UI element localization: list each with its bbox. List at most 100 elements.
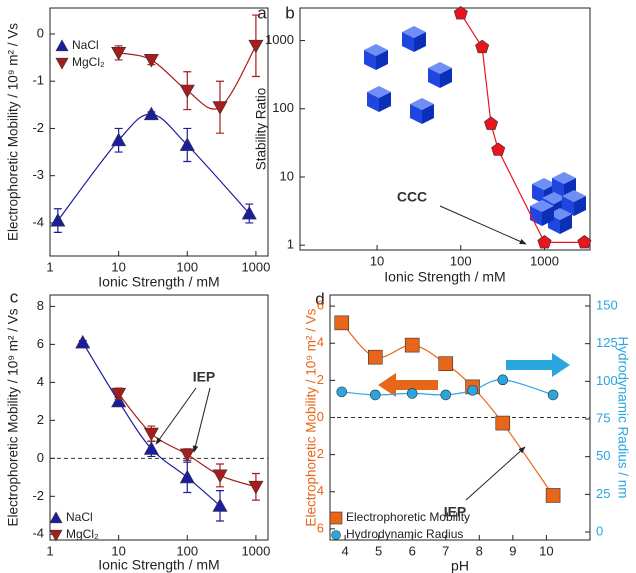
legend-label: NaCl xyxy=(66,510,93,524)
y-tick-label: 6 xyxy=(317,520,324,535)
annotation: IEP xyxy=(444,504,467,520)
y-tick-label: 0 xyxy=(317,409,324,424)
marker xyxy=(404,337,420,353)
marker xyxy=(406,388,418,399)
plot-frame xyxy=(49,7,269,257)
y-tick-label: 2 xyxy=(317,446,324,461)
marker xyxy=(497,374,509,386)
y-axis-label: Electrophoretic Mobility / 10⁹ m² / Vs xyxy=(6,23,21,241)
x-tick-label: 100 xyxy=(176,259,198,274)
y-tick-label: -2 xyxy=(32,120,44,135)
legend-label: MgCl₂ xyxy=(66,527,99,541)
y-tick-label: 4 xyxy=(317,483,324,498)
y-tick-label: 1000 xyxy=(265,32,294,47)
series-line xyxy=(460,13,585,243)
marker xyxy=(75,334,91,349)
y2-axis-label: Hydrodynamic Radius / nm xyxy=(615,336,630,498)
y-tick-label: 8 xyxy=(37,298,44,313)
marker xyxy=(495,415,511,431)
marker xyxy=(453,6,468,20)
marker xyxy=(248,39,264,54)
x-tick-label: 10 xyxy=(539,543,553,558)
marker xyxy=(336,386,348,398)
x-tick-label: 4 xyxy=(341,543,348,558)
y-tick-label: 100 xyxy=(272,100,294,115)
x-tick-label: 9 xyxy=(509,543,516,558)
legend-marker xyxy=(329,511,343,525)
x-tick-label: 100 xyxy=(176,543,198,558)
marker xyxy=(334,315,350,331)
marker xyxy=(438,356,454,371)
y2-tick-label: 125 xyxy=(596,335,618,350)
marker xyxy=(111,132,127,147)
marker xyxy=(491,142,506,156)
legend-marker xyxy=(49,529,63,542)
marker xyxy=(212,101,228,115)
plot-frame xyxy=(299,7,591,251)
y-tick-label: -4 xyxy=(32,526,44,541)
marker xyxy=(467,385,478,396)
y-tick-label: 2 xyxy=(37,412,44,427)
annotation: IEP xyxy=(193,369,216,385)
y-tick-label: 10 xyxy=(280,168,294,183)
direction-arrows xyxy=(378,353,570,397)
y2-tick-label: 0 xyxy=(596,523,603,538)
y-tick-label: 0 xyxy=(37,25,44,40)
marker xyxy=(143,106,159,121)
marker xyxy=(537,234,552,249)
marker xyxy=(440,389,452,401)
legend-label: Hydrodynamic Radius xyxy=(346,527,463,541)
marker xyxy=(179,137,195,151)
annotation: CCC xyxy=(397,189,427,205)
marker xyxy=(179,469,195,484)
marker xyxy=(369,389,381,401)
series-line xyxy=(82,342,221,507)
annotation-arrow xyxy=(439,205,527,245)
y2-tick-label: 50 xyxy=(596,448,610,463)
legend-label: NaCl xyxy=(72,38,99,52)
x-tick-label: 1 xyxy=(46,259,53,274)
marker xyxy=(143,441,159,455)
x-tick-label: 1000 xyxy=(530,253,559,268)
panel-letter: b xyxy=(285,3,294,22)
annotation-arrow xyxy=(465,446,526,501)
marker xyxy=(179,84,195,99)
y-tick-label: 4 xyxy=(317,335,324,350)
x-axis-label: Ionic Strength / mM xyxy=(98,274,219,290)
y-axis-label: Electrophoretic Mobility / 10⁹ m² / Vs xyxy=(304,308,319,526)
legend-marker xyxy=(49,511,63,524)
y2-tick-label: 150 xyxy=(596,297,618,312)
marker xyxy=(212,498,228,512)
marker xyxy=(475,39,490,54)
x-tick-label: 100 xyxy=(450,253,472,268)
x-tick-label: 10 xyxy=(111,259,125,274)
marker xyxy=(577,234,592,249)
x-tick-label: 1000 xyxy=(241,259,270,274)
y-tick-label: -2 xyxy=(32,488,44,503)
y-tick-label: -4 xyxy=(32,214,44,229)
marker xyxy=(50,212,66,227)
x-axis-label: pH xyxy=(451,558,469,573)
marker xyxy=(545,488,561,503)
y2-tick-label: 25 xyxy=(596,486,610,501)
legend-label: MgCl₂ xyxy=(72,55,105,69)
marker xyxy=(212,469,228,484)
plot-frame xyxy=(49,294,269,541)
legend-label: Electrophoretic Mobility xyxy=(346,510,470,524)
marker xyxy=(367,349,383,365)
x-tick-label: 1 xyxy=(46,543,53,558)
marker xyxy=(179,448,195,463)
marker xyxy=(111,46,127,61)
y-tick-label: 0 xyxy=(37,450,44,465)
legend-marker xyxy=(55,57,69,70)
y-tick-label: 2 xyxy=(317,372,324,387)
marker xyxy=(143,54,159,68)
x-axis-label: Ionic Strength / mM xyxy=(384,269,505,285)
marker xyxy=(484,116,499,130)
panel-letter: a xyxy=(257,3,267,22)
y-tick-label: 1 xyxy=(287,237,294,252)
marker xyxy=(143,427,159,442)
y-tick-label: -1 xyxy=(32,73,44,88)
x-tick-label: 7 xyxy=(442,543,449,558)
